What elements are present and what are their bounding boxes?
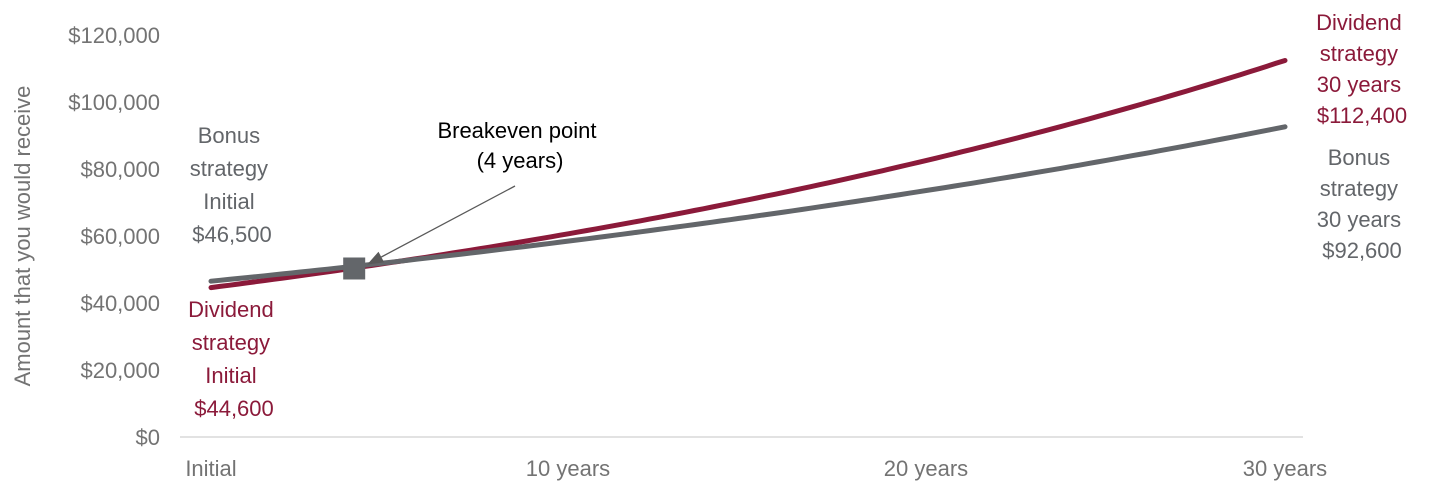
bonus-strategy-line bbox=[208, 124, 1288, 284]
breakeven-label-line: (4 years) bbox=[477, 148, 564, 173]
y-tick-label: $20,000 bbox=[80, 358, 160, 383]
x-tick-label: 20 years bbox=[884, 456, 968, 481]
breakeven-label-line: Breakeven point bbox=[437, 118, 596, 143]
annotation-line: Initial bbox=[203, 189, 254, 214]
annotation-line: Initial bbox=[205, 363, 256, 388]
annotation-line: strategy bbox=[1320, 176, 1398, 201]
y-tick-label: $80,000 bbox=[80, 157, 160, 182]
annotation-line: strategy bbox=[190, 156, 268, 181]
dividend-initial-annotation: Dividend strategy Initial $44,600 bbox=[188, 297, 280, 421]
y-axis-title: Amount that you would receive bbox=[10, 86, 35, 387]
bonus-initial-annotation: Bonus strategy Initial $46,500 bbox=[190, 123, 274, 247]
annotation-line: Bonus bbox=[198, 123, 260, 148]
annotation-line: 30 years bbox=[1317, 207, 1401, 232]
annotation-line: strategy bbox=[1320, 41, 1398, 66]
dividend-end-annotation: Dividend strategy 30 years $112,400 bbox=[1316, 10, 1408, 128]
breakeven-arrow bbox=[380, 185, 516, 258]
dividend-strategy-line bbox=[208, 58, 1288, 291]
x-tick-label: 10 years bbox=[526, 456, 610, 481]
y-tick-label: $120,000 bbox=[68, 23, 160, 48]
annotation-line: 30 years bbox=[1317, 72, 1401, 97]
annotation-line: Dividend bbox=[1316, 10, 1402, 35]
y-tick-label: $100,000 bbox=[68, 90, 160, 115]
annotation-line: strategy bbox=[192, 330, 270, 355]
bonus-end-annotation: Bonus strategy 30 years $92,600 bbox=[1317, 145, 1408, 263]
y-tick-label: $60,000 bbox=[80, 224, 160, 249]
x-tick-labels: Initial 10 years 20 years 30 years bbox=[185, 456, 1327, 481]
annotation-line: Bonus bbox=[1328, 145, 1390, 170]
y-tick-labels: $0 $20,000 $40,000 $60,000 $80,000 $100,… bbox=[68, 23, 160, 450]
breakeven-marker bbox=[343, 257, 366, 280]
annotation-line: $112,400 bbox=[1317, 103, 1407, 128]
annotation-line: $46,500 bbox=[192, 222, 272, 247]
x-tick-label: Initial bbox=[185, 456, 236, 481]
annotation-line: $44,600 bbox=[194, 396, 274, 421]
x-tick-label: 30 years bbox=[1243, 456, 1327, 481]
breakeven-arrow-head bbox=[367, 251, 385, 265]
annotation-line: $92,600 bbox=[1322, 238, 1402, 263]
y-tick-label: $0 bbox=[136, 425, 160, 450]
breakeven-label: Breakeven point (4 years) bbox=[437, 118, 602, 173]
y-tick-label: $40,000 bbox=[80, 291, 160, 316]
annotation-line: Dividend bbox=[188, 297, 274, 322]
